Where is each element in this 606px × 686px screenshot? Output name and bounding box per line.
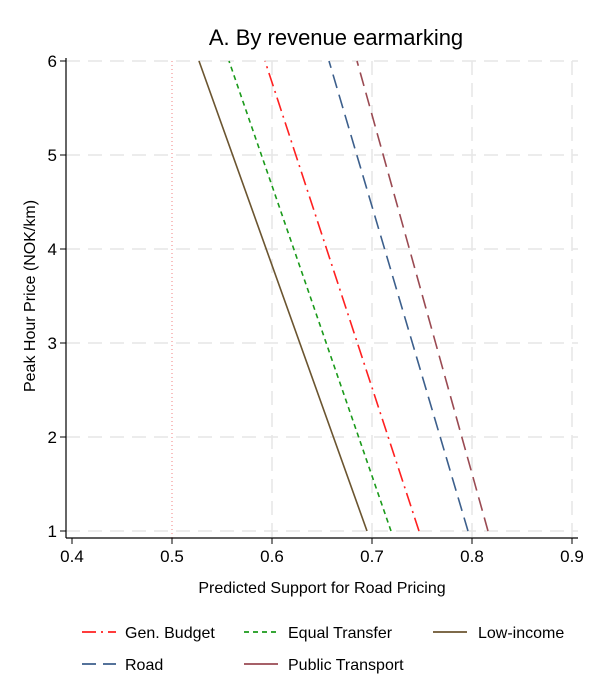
series-group <box>198 60 489 532</box>
y-ticks: 1 2 3 4 5 6 <box>48 52 66 541</box>
x-tick-label: 0.5 <box>160 547 184 566</box>
legend-label: Equal Transfer <box>288 625 393 642</box>
x-ticks: 0.4 0.5 0.6 0.7 0.8 0.9 <box>60 538 584 566</box>
series-line-equal-transfer <box>228 60 392 532</box>
y-tick-label: 5 <box>48 146 57 165</box>
chart-title: A. By revenue earmarking <box>209 25 463 50</box>
y-tick-label: 4 <box>48 240 57 259</box>
legend-label: Low-income <box>478 625 564 642</box>
series-line-road <box>328 60 469 532</box>
y-tick-label: 6 <box>48 52 57 71</box>
y-tick-label: 2 <box>48 428 57 447</box>
x-tick-label: 0.6 <box>260 547 284 566</box>
y-axis-label: Peak Hour Price (NOK/km) <box>22 200 39 392</box>
y-tick-label: 3 <box>48 334 57 353</box>
x-axis-label: Predicted Support for Road Pricing <box>198 580 445 597</box>
legend: Gen. Budget Equal Transfer Low-income Road P… <box>82 625 564 674</box>
x-tick-label: 0.4 <box>60 547 84 566</box>
legend-label: Public Transport <box>288 657 404 674</box>
series-line-public-transport <box>356 60 489 532</box>
series-line-gen-budget <box>264 60 420 532</box>
axes <box>65 58 578 539</box>
x-tick-label: 0.9 <box>560 547 584 566</box>
series-line-low-income <box>198 60 368 532</box>
legend-label: Road <box>125 657 163 674</box>
x-tick-label: 0.7 <box>360 547 384 566</box>
y-tick-label: 1 <box>48 522 57 541</box>
x-tick-label: 0.8 <box>460 547 484 566</box>
legend-label: Gen. Budget <box>125 625 215 642</box>
grid <box>66 60 578 538</box>
